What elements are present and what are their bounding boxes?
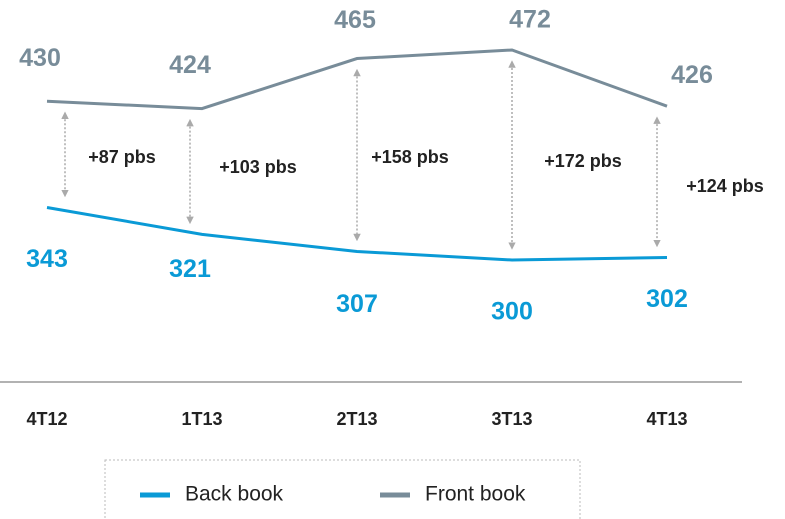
legend-box — [104, 459, 581, 519]
value-label: 302 — [646, 285, 688, 313]
x-tick-label: 4T12 — [26, 409, 67, 429]
value-label: 465 — [334, 6, 376, 34]
value-label: 430 — [19, 44, 61, 72]
value-label: 472 — [509, 6, 551, 34]
annotation: +103 pbs — [219, 157, 297, 177]
x-tick-label: 2T13 — [336, 409, 377, 429]
value-label: 343 — [26, 245, 68, 273]
annotation: +158 pbs — [371, 147, 449, 167]
annotation: +87 pbs — [88, 147, 156, 167]
x-tick-label: 3T13 — [491, 409, 532, 429]
x-tick-label: 4T13 — [646, 409, 687, 429]
value-label: 300 — [491, 298, 533, 326]
line-series — [46, 48, 668, 111]
value-label: 424 — [169, 51, 211, 79]
value-label: 321 — [169, 255, 211, 283]
value-label: 426 — [671, 61, 713, 89]
legend-label: Front book — [425, 483, 526, 506]
legend-label: Back book — [185, 483, 284, 506]
annotation: +172 pbs — [544, 151, 622, 171]
x-tick-label: 1T13 — [181, 409, 222, 429]
line-series — [46, 206, 668, 262]
value-label: 307 — [336, 290, 378, 318]
annotation: +124 pbs — [686, 176, 764, 196]
